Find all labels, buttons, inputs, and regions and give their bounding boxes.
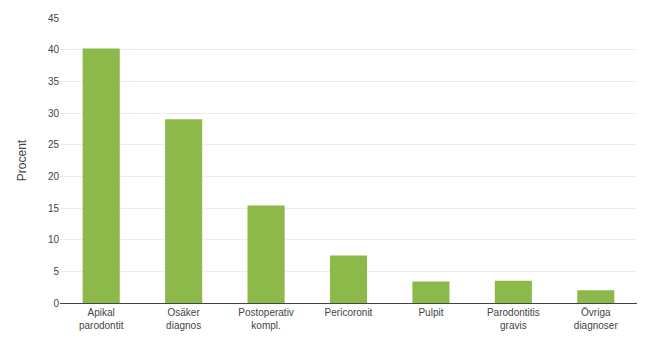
svg-text:10: 10 bbox=[48, 234, 60, 245]
svg-text:0: 0 bbox=[53, 298, 59, 309]
svg-text:45: 45 bbox=[48, 13, 60, 24]
svg-text:Osäkerdiagnos: Osäkerdiagnos bbox=[166, 307, 201, 331]
svg-text:Övrigadiagnoser: Övrigadiagnoser bbox=[574, 307, 619, 331]
svg-text:Parodontitisgravis: Parodontitisgravis bbox=[487, 307, 540, 331]
svg-text:Pericoronit: Pericoronit bbox=[325, 307, 373, 318]
svg-text:35: 35 bbox=[48, 76, 60, 87]
svg-text:40: 40 bbox=[48, 44, 60, 55]
svg-text:30: 30 bbox=[48, 108, 60, 119]
svg-text:15: 15 bbox=[48, 203, 60, 214]
svg-text:Procent: Procent bbox=[15, 139, 29, 181]
svg-text:20: 20 bbox=[48, 171, 60, 182]
svg-text:5: 5 bbox=[53, 266, 59, 277]
svg-text:Pulpit: Pulpit bbox=[418, 307, 443, 318]
svg-text:Apikalparodontit: Apikalparodontit bbox=[79, 307, 124, 331]
svg-text:Postoperativkompl.: Postoperativkompl. bbox=[238, 307, 294, 331]
svg-text:25: 25 bbox=[48, 139, 60, 150]
